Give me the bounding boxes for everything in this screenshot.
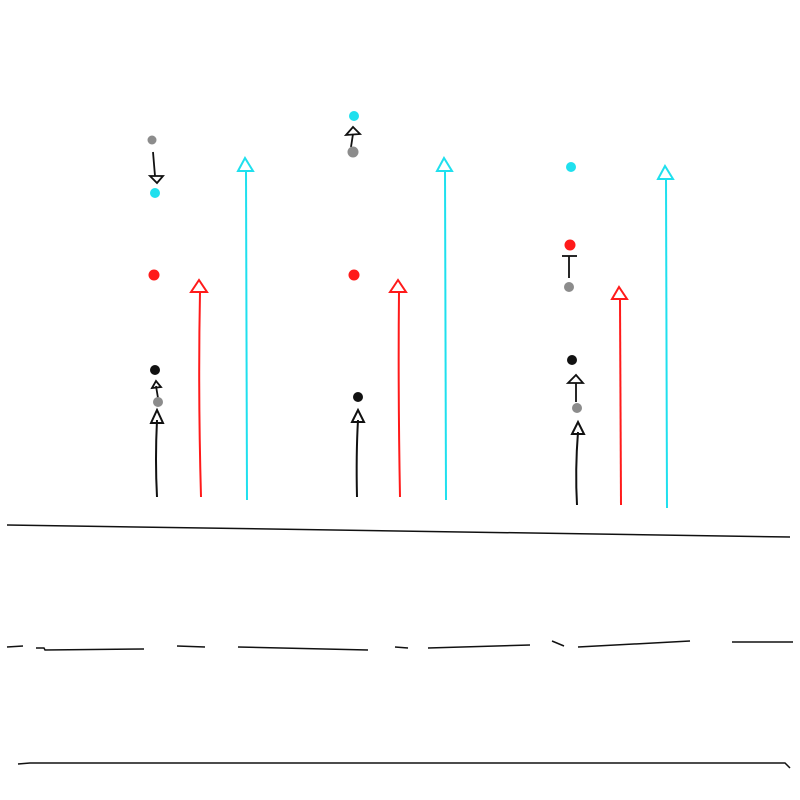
black-small-arrowhead-icon — [147, 175, 165, 185]
black-arrowhead-icon — [149, 407, 165, 424]
lane-dash — [237, 646, 369, 651]
lane-dash — [427, 644, 531, 649]
cyan-dot-icon — [150, 188, 160, 198]
cyan-dot-icon — [566, 162, 576, 172]
lane-dash — [551, 640, 565, 647]
cyan-arrowhead-icon — [236, 155, 255, 172]
cyan-arrow-shaft — [245, 169, 248, 501]
gray-dot-icon — [153, 397, 163, 407]
lane-dash — [176, 645, 206, 648]
lane-dash — [6, 645, 24, 648]
black-arrow-shaft — [575, 431, 579, 506]
gray-dot-icon — [564, 282, 574, 292]
red-arrowhead-icon — [610, 285, 629, 300]
red-arrow-shaft — [397, 291, 401, 498]
black-dot-icon — [353, 392, 363, 402]
cyan-arrowhead-icon — [656, 163, 675, 180]
gray-dot-icon — [147, 135, 157, 145]
road-edge-line-bottom — [17, 762, 791, 769]
red-arrowhead-icon — [388, 278, 408, 293]
cyan-arrowhead-icon — [435, 155, 454, 172]
dashed-lane-line — [6, 640, 793, 651]
lane-dash — [577, 640, 691, 648]
red-dot-icon — [564, 239, 576, 251]
group-left — [147, 135, 255, 501]
red-arrow-shaft — [198, 291, 202, 498]
cyan-dot-icon — [349, 111, 359, 121]
red-arrowhead-icon — [189, 278, 209, 293]
black-arrow-shaft — [355, 419, 359, 498]
gray-dot-icon — [572, 403, 582, 413]
black-arrowhead-icon — [570, 419, 586, 435]
red-arrow-shaft — [619, 299, 622, 506]
black-arrowhead-icon — [350, 407, 366, 423]
black-dot-icon — [150, 365, 160, 375]
lane-dash — [36, 647, 145, 651]
red-dot-icon — [348, 269, 360, 281]
gray-dot-icon — [347, 146, 359, 158]
black-small-arrow — [152, 151, 156, 177]
black-small-arrowhead-icon — [150, 379, 163, 390]
cyan-arrow-shaft — [665, 177, 668, 509]
red-dot-icon — [148, 269, 160, 281]
black-dot-icon — [567, 355, 577, 365]
road-edge-line-top — [6, 524, 791, 538]
cyan-arrow-shaft — [444, 169, 447, 501]
black-small-arrow — [350, 133, 354, 148]
black-arrow-shaft — [155, 419, 158, 498]
lane-dash — [394, 646, 409, 649]
group-middle — [343, 111, 454, 501]
group-right — [562, 162, 675, 509]
